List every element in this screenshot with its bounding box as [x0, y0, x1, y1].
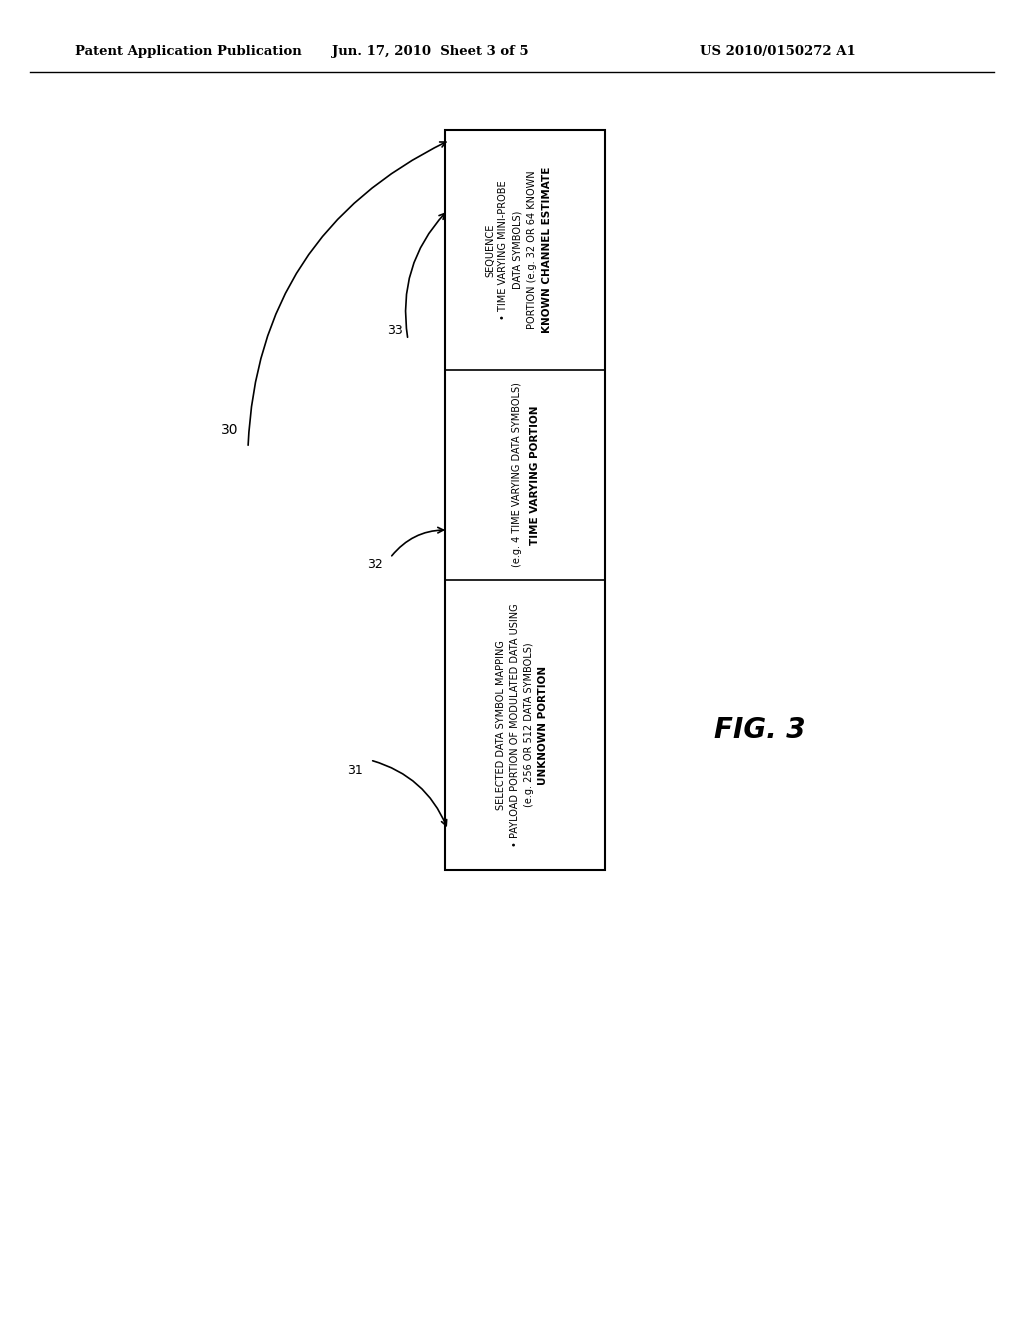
- Text: US 2010/0150272 A1: US 2010/0150272 A1: [700, 45, 856, 58]
- Text: 33: 33: [387, 323, 402, 337]
- Text: (e.g. 256 OR 512 DATA SYMBOLS): (e.g. 256 OR 512 DATA SYMBOLS): [524, 643, 534, 808]
- Text: • TIME VARYING MINI-PROBE: • TIME VARYING MINI-PROBE: [498, 181, 508, 319]
- Text: 31: 31: [347, 763, 362, 776]
- Text: SEQUENCE: SEQUENCE: [485, 223, 495, 277]
- Bar: [445, 129, 605, 870]
- Text: DATA SYMBOLS): DATA SYMBOLS): [513, 211, 523, 289]
- Text: Patent Application Publication: Patent Application Publication: [75, 45, 302, 58]
- Text: FIG. 3: FIG. 3: [715, 715, 806, 744]
- Text: 32: 32: [368, 558, 383, 572]
- Text: KNOWN CHANNEL ESTIMATE: KNOWN CHANNEL ESTIMATE: [542, 166, 552, 333]
- Text: Jun. 17, 2010  Sheet 3 of 5: Jun. 17, 2010 Sheet 3 of 5: [332, 45, 528, 58]
- Text: (e.g. 4 TIME VARYING DATA SYMBOLS): (e.g. 4 TIME VARYING DATA SYMBOLS): [512, 383, 522, 568]
- Text: SELECTED DATA SYMBOL MAPPING: SELECTED DATA SYMBOL MAPPING: [496, 640, 506, 810]
- Text: PORTION (e.g. 32 OR 64 KNOWN: PORTION (e.g. 32 OR 64 KNOWN: [527, 170, 537, 329]
- Text: • PAYLOAD PORTION OF MODULATED DATA USING: • PAYLOAD PORTION OF MODULATED DATA USIN…: [510, 603, 520, 847]
- Text: TIME VARYING PORTION: TIME VARYING PORTION: [530, 405, 540, 545]
- Text: 30: 30: [221, 422, 239, 437]
- Text: UNKNOWN PORTION: UNKNOWN PORTION: [538, 665, 548, 784]
